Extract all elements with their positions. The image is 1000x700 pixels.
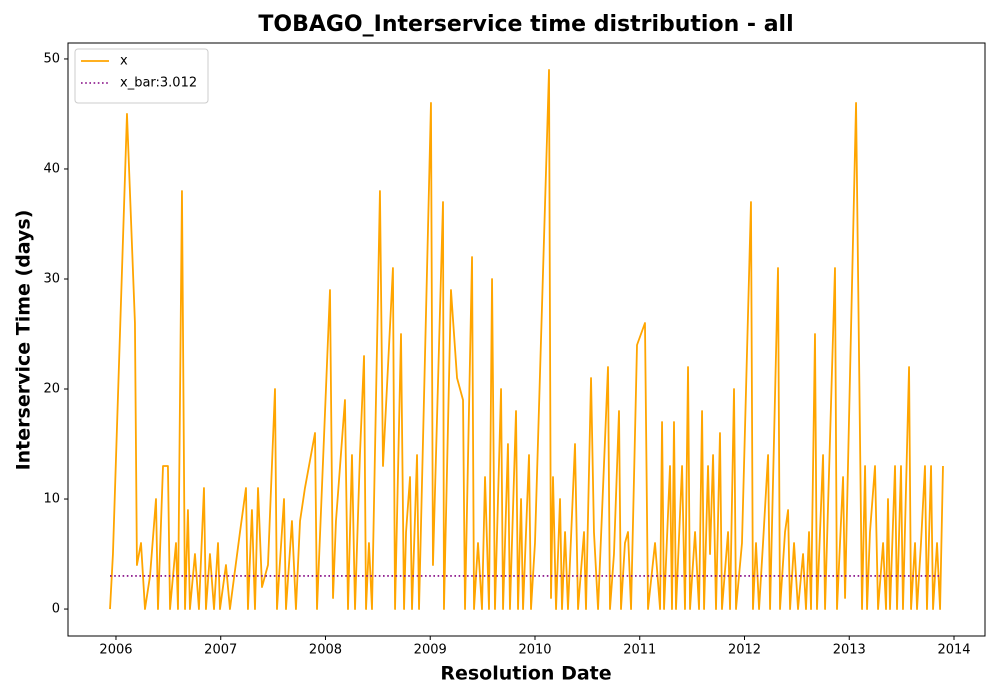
- x-tick-label: 2010: [518, 643, 551, 658]
- legend-label: x_bar:3.012: [120, 76, 197, 91]
- y-tick-label: 40: [43, 161, 60, 176]
- y-tick-label: 30: [43, 271, 60, 286]
- y-tick-label: 10: [43, 492, 60, 507]
- x-axis-label: Resolution Date: [440, 663, 611, 685]
- y-tick-label: 50: [43, 51, 60, 66]
- x-tick-label: 2011: [623, 643, 656, 658]
- y-tick-label: 0: [52, 602, 60, 617]
- x-tick-label: 2007: [204, 643, 237, 658]
- x-tick-label: 2014: [937, 643, 970, 658]
- series-line: [109, 69, 944, 610]
- y-tick-label: 20: [43, 382, 60, 397]
- x-tick-label: 2008: [309, 643, 342, 658]
- x-tick-label: 2009: [414, 643, 447, 658]
- x-tick-label: 2013: [833, 643, 866, 658]
- x-tick-label: 2012: [728, 643, 761, 658]
- plot-frame: [67, 42, 986, 637]
- legend-box: [74, 48, 209, 104]
- y-axis-label: Interservice Time (days): [13, 210, 35, 471]
- x-tick-label: 2006: [99, 643, 132, 658]
- chart-title: TOBAGO_Interservice time distribution - …: [258, 12, 793, 37]
- legend-label: x: [120, 54, 128, 69]
